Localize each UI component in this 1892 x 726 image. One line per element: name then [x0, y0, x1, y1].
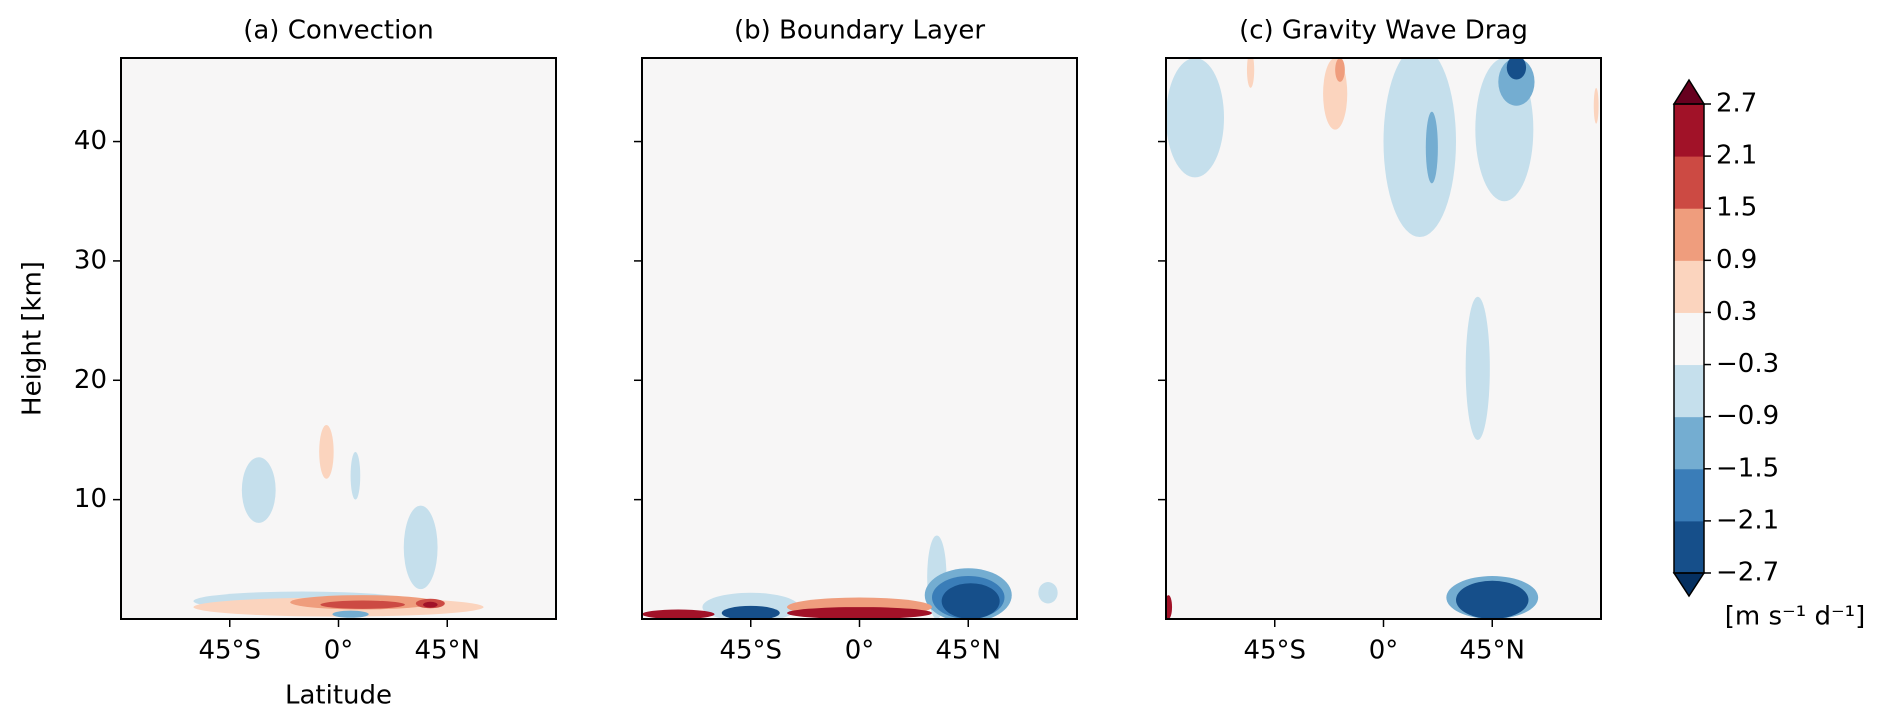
- x-tick-label: 0°: [324, 636, 354, 666]
- colorbar-tick-label: 2.1: [1716, 141, 1757, 171]
- y-tick-label: 40: [74, 126, 107, 156]
- colorbar-bin: [1674, 520, 1704, 574]
- panel-background: [1166, 58, 1601, 619]
- panel-title: (a) Convection: [243, 16, 434, 46]
- panel-background: [121, 58, 556, 619]
- colorbar-tick-label: −2.1: [1716, 505, 1779, 535]
- contour-region: [787, 607, 932, 619]
- colorbar-tick-label: 0.9: [1716, 245, 1757, 275]
- panel-title: (c) Gravity Wave Drag: [1239, 16, 1528, 46]
- panel-background: [642, 58, 1077, 619]
- contour-region: [320, 600, 405, 609]
- colorbar-extend-low: [1672, 572, 1706, 598]
- x-tick-label: 45°S: [1243, 636, 1306, 666]
- colorbar-tick-label: −1.5: [1716, 453, 1779, 483]
- contour-region: [1038, 581, 1058, 604]
- colorbar-tick-label: −2.7: [1716, 558, 1779, 588]
- colorbar-bin: [1674, 208, 1704, 261]
- contour-region: [1166, 595, 1173, 619]
- contour-region: [1246, 58, 1255, 88]
- contour-region: [721, 605, 780, 619]
- contour-region: [1506, 58, 1527, 80]
- colorbar-bin: [1674, 364, 1704, 418]
- colorbar-bin: [1674, 312, 1704, 366]
- contour-region: [1465, 296, 1490, 440]
- x-tick-label: 45°N: [414, 636, 480, 666]
- contour-region: [642, 609, 715, 619]
- colorbar-tick-label: 1.5: [1716, 193, 1757, 223]
- colorbar-tick-label: −0.3: [1716, 349, 1779, 379]
- x-tick-label: 0°: [845, 636, 875, 666]
- contour-region: [1456, 580, 1529, 619]
- colorbar-bin: [1674, 416, 1704, 470]
- x-tick-label: 0°: [1369, 636, 1399, 666]
- contour-region: [1425, 111, 1438, 184]
- panel-title: (b) Boundary Layer: [734, 16, 985, 46]
- contour-region: [241, 457, 276, 523]
- contour-region: [319, 425, 334, 479]
- y-axis-label: Height [km]: [18, 261, 48, 416]
- colorbar-tick-label: 0.3: [1716, 297, 1757, 327]
- colorbar-bin: [1674, 260, 1704, 313]
- contour-field: [1166, 58, 1599, 619]
- x-tick-label: 45°S: [198, 636, 261, 666]
- colorbar-frame: [1673, 103, 1705, 574]
- contour-region: [1166, 58, 1224, 178]
- contour-region: [350, 451, 361, 500]
- colorbar-tick-label: −0.9: [1716, 401, 1779, 431]
- colorbar-bin: [1674, 468, 1704, 522]
- colorbar-label: [m s⁻¹ d⁻¹]: [1725, 602, 1866, 632]
- colorbar-bin: [1674, 104, 1704, 157]
- x-tick-label: 45°N: [1459, 636, 1525, 666]
- x-tick-label: 45°N: [935, 636, 1001, 666]
- contour-region: [403, 505, 438, 590]
- contour-field: [193, 425, 484, 618]
- colorbar-tick-label: 2.7: [1716, 89, 1757, 119]
- contour-region: [1593, 87, 1599, 124]
- colorbar-extend-high: [1672, 78, 1706, 105]
- x-axis-label: Latitude: [285, 681, 392, 711]
- colorbar-bin: [1674, 156, 1704, 209]
- contour-region: [332, 610, 369, 618]
- contour-region: [1383, 58, 1456, 238]
- contour-region: [423, 601, 438, 608]
- contour-region: [1335, 58, 1345, 82]
- y-tick-label: 10: [74, 484, 107, 514]
- y-tick-label: 30: [74, 245, 107, 275]
- contour-field: [642, 535, 1058, 619]
- x-tick-label: 45°S: [719, 636, 782, 666]
- y-tick-label: 20: [74, 365, 107, 395]
- contour-region: [941, 583, 1000, 619]
